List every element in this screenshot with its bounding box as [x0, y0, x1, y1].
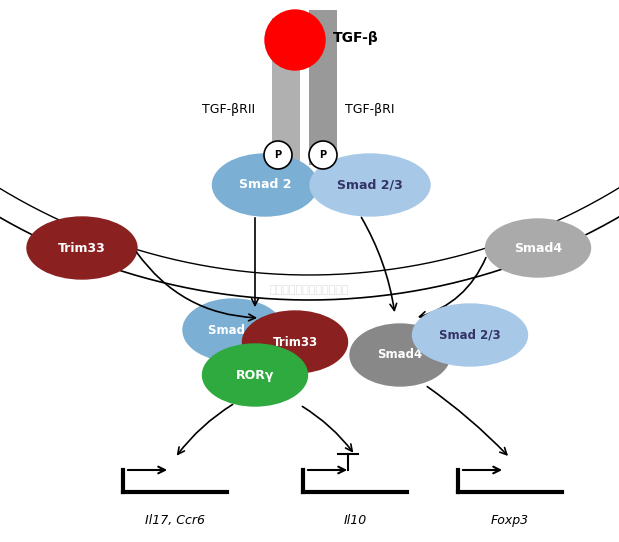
- Text: Trim33: Trim33: [272, 335, 318, 349]
- Text: Foxp3: Foxp3: [491, 514, 529, 527]
- Text: TGF-βRI: TGF-βRI: [345, 104, 394, 117]
- Ellipse shape: [243, 311, 347, 373]
- Text: TGF-β: TGF-β: [333, 31, 379, 45]
- Text: RORγ: RORγ: [236, 369, 274, 382]
- Text: Trim33: Trim33: [58, 242, 106, 255]
- Ellipse shape: [412, 304, 527, 366]
- Ellipse shape: [310, 154, 430, 216]
- Circle shape: [309, 141, 337, 169]
- Text: Il17, Ccr6: Il17, Ccr6: [145, 514, 205, 527]
- Ellipse shape: [485, 219, 591, 277]
- Text: Smad 2/3: Smad 2/3: [439, 328, 501, 341]
- Text: Smad4: Smad4: [514, 242, 562, 255]
- Text: P: P: [274, 150, 282, 160]
- Text: Smad 2/3: Smad 2/3: [337, 178, 403, 191]
- Bar: [309, 10, 337, 165]
- Ellipse shape: [212, 154, 318, 216]
- Text: Smad 2: Smad 2: [209, 324, 258, 337]
- Bar: [272, 18, 300, 163]
- Text: P: P: [319, 150, 327, 160]
- Ellipse shape: [27, 217, 137, 279]
- Ellipse shape: [183, 299, 283, 361]
- Circle shape: [265, 10, 325, 70]
- Text: Il10: Il10: [344, 514, 366, 527]
- Text: TGF-βRII: TGF-βRII: [202, 104, 255, 117]
- Ellipse shape: [350, 324, 450, 386]
- Circle shape: [264, 141, 292, 169]
- Text: 深圳子科生物科技有限公司: 深圳子科生物科技有限公司: [269, 285, 348, 295]
- Ellipse shape: [202, 344, 308, 406]
- Text: Smad4: Smad4: [378, 349, 423, 362]
- Text: Smad 2: Smad 2: [239, 178, 292, 191]
